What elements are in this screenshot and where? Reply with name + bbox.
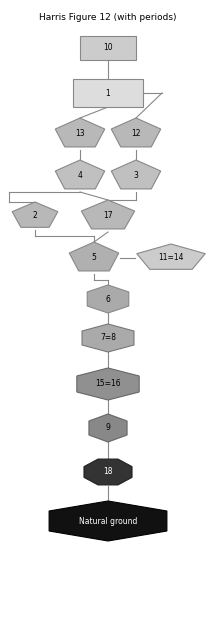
Text: 5: 5 bbox=[92, 253, 96, 263]
Polygon shape bbox=[111, 118, 161, 147]
Polygon shape bbox=[55, 118, 105, 147]
Text: 6: 6 bbox=[105, 294, 110, 304]
Text: 15=16: 15=16 bbox=[95, 379, 121, 389]
FancyBboxPatch shape bbox=[80, 36, 136, 60]
Text: 17: 17 bbox=[103, 212, 113, 220]
Text: 2: 2 bbox=[33, 212, 37, 220]
Polygon shape bbox=[77, 368, 139, 400]
Text: 3: 3 bbox=[133, 171, 138, 181]
Text: 7=8: 7=8 bbox=[100, 333, 116, 343]
Polygon shape bbox=[81, 200, 135, 229]
Text: 18: 18 bbox=[103, 468, 113, 476]
Text: 4: 4 bbox=[77, 171, 82, 181]
Text: 1: 1 bbox=[106, 89, 110, 97]
Text: 12: 12 bbox=[131, 130, 141, 138]
Polygon shape bbox=[137, 244, 205, 270]
Polygon shape bbox=[111, 160, 161, 189]
Polygon shape bbox=[69, 242, 119, 271]
Text: 10: 10 bbox=[103, 43, 113, 53]
Polygon shape bbox=[49, 501, 167, 541]
Text: 11=14: 11=14 bbox=[158, 253, 184, 263]
Polygon shape bbox=[89, 414, 127, 442]
Text: Harris Figure 12 (with periods): Harris Figure 12 (with periods) bbox=[39, 13, 177, 22]
Text: 9: 9 bbox=[105, 424, 110, 432]
Polygon shape bbox=[84, 459, 132, 485]
Text: Natural ground: Natural ground bbox=[79, 517, 137, 525]
Polygon shape bbox=[82, 324, 134, 352]
Polygon shape bbox=[12, 202, 58, 227]
Polygon shape bbox=[55, 160, 105, 189]
Text: 13: 13 bbox=[75, 130, 85, 138]
FancyBboxPatch shape bbox=[73, 79, 143, 107]
Polygon shape bbox=[87, 285, 129, 313]
